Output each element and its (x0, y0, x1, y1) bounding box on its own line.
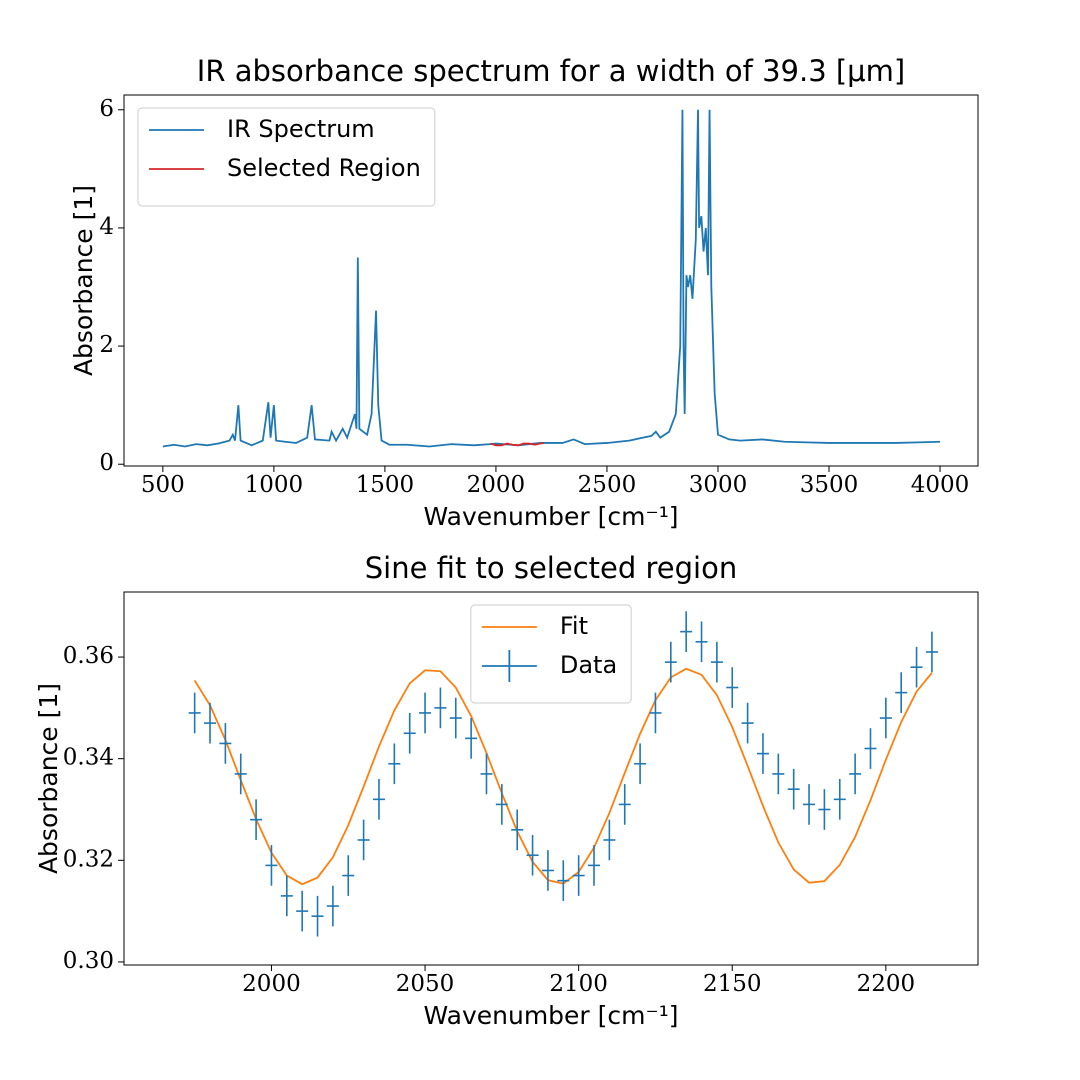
legend: IR Spectrum Selected Region (137, 107, 436, 207)
error-point (434, 687, 447, 729)
error-point (557, 860, 570, 901)
error-point (280, 875, 293, 917)
error-point (372, 779, 385, 820)
error-point (741, 702, 754, 744)
x-tick-label: 500 (141, 472, 185, 498)
error-point (419, 692, 432, 734)
legend-label: Data (560, 651, 617, 679)
y-tick-label: 0.34 (63, 745, 114, 771)
error-point (772, 753, 785, 795)
x-tick-label: 3000 (689, 472, 748, 498)
error-point (864, 728, 877, 769)
error-point (849, 753, 862, 795)
error-point (680, 611, 693, 652)
x-tick-label: 1000 (245, 472, 304, 498)
plot-area (188, 611, 938, 937)
x-tick-label: 2100 (549, 971, 608, 997)
error-point (357, 819, 370, 861)
axes-frame (123, 94, 979, 467)
legend-label: Fit (560, 612, 588, 640)
x-tick-label: 3500 (800, 472, 859, 498)
error-point (910, 646, 923, 688)
axes-frame (123, 591, 979, 966)
legend-frame (137, 107, 436, 207)
x-tick-label: 4000 (911, 472, 970, 498)
error-point (756, 733, 769, 774)
error-point (618, 784, 631, 825)
error-point (603, 819, 616, 861)
data-line (490, 442, 544, 447)
y-tick-label: 6 (99, 96, 114, 122)
x-tick-label: 2500 (578, 472, 637, 498)
error-point (342, 855, 355, 896)
chart-title: Sine fit to selected region (365, 551, 737, 585)
error-point (526, 834, 539, 876)
y-tick-label: 2 (99, 332, 114, 358)
error-point (649, 692, 662, 734)
error-point (495, 784, 508, 825)
error-point (265, 845, 278, 886)
error-point (710, 641, 723, 683)
error-point (219, 723, 232, 764)
legend-label: Selected Region (227, 154, 421, 182)
error-point (803, 784, 816, 825)
error-point (572, 855, 585, 896)
error-point (787, 768, 800, 810)
chart-title: IR absorbance spectrum for a width of 39… (197, 54, 905, 88)
error-point (204, 702, 217, 744)
x-tick-label: 2200 (857, 971, 916, 997)
error-point (818, 789, 831, 830)
error-point (296, 890, 309, 932)
error-point (541, 850, 554, 891)
error-point (879, 697, 892, 739)
error-point (388, 743, 401, 785)
plot-area (162, 109, 941, 448)
error-point (250, 799, 263, 840)
y-tick-label: 0.32 (63, 846, 114, 872)
legend-frame (470, 604, 632, 704)
x-tick-label: 1500 (356, 472, 415, 498)
x-tick-label: 2050 (396, 971, 455, 997)
x-tick-label: 2000 (467, 472, 526, 498)
y-tick-label: 4 (99, 214, 114, 240)
error-point (465, 718, 478, 759)
error-point (511, 809, 524, 851)
error-point (695, 621, 708, 663)
legend-label: IR Spectrum (227, 115, 375, 143)
error-point (234, 753, 247, 795)
data-line (162, 109, 941, 448)
legend: Fit Data (470, 604, 632, 704)
error-point (449, 697, 462, 739)
error-point (588, 845, 601, 886)
error-point (726, 667, 739, 708)
y-tick-label: 0.36 (63, 643, 114, 669)
error-point (188, 692, 201, 734)
error-point (895, 672, 908, 713)
y-tick-label: 0.30 (63, 948, 114, 974)
error-point (833, 779, 846, 820)
error-point (925, 631, 938, 673)
error-point (634, 743, 647, 785)
error-point (311, 895, 324, 937)
error-point (480, 753, 493, 795)
x-tick-label: 2150 (703, 971, 762, 997)
y-axis-label: Absorbance [1] (69, 185, 98, 376)
y-axis-label: Absorbance [1] (34, 683, 63, 874)
error-point (403, 712, 416, 754)
x-axis-label: Wavenumber [cm⁻¹] (424, 502, 679, 531)
x-tick-label: 2000 (242, 971, 301, 997)
error-point (664, 641, 677, 683)
x-axis-label: Wavenumber [cm⁻¹] (424, 1001, 679, 1030)
y-tick-label: 0 (99, 450, 114, 476)
error-point (326, 885, 339, 927)
